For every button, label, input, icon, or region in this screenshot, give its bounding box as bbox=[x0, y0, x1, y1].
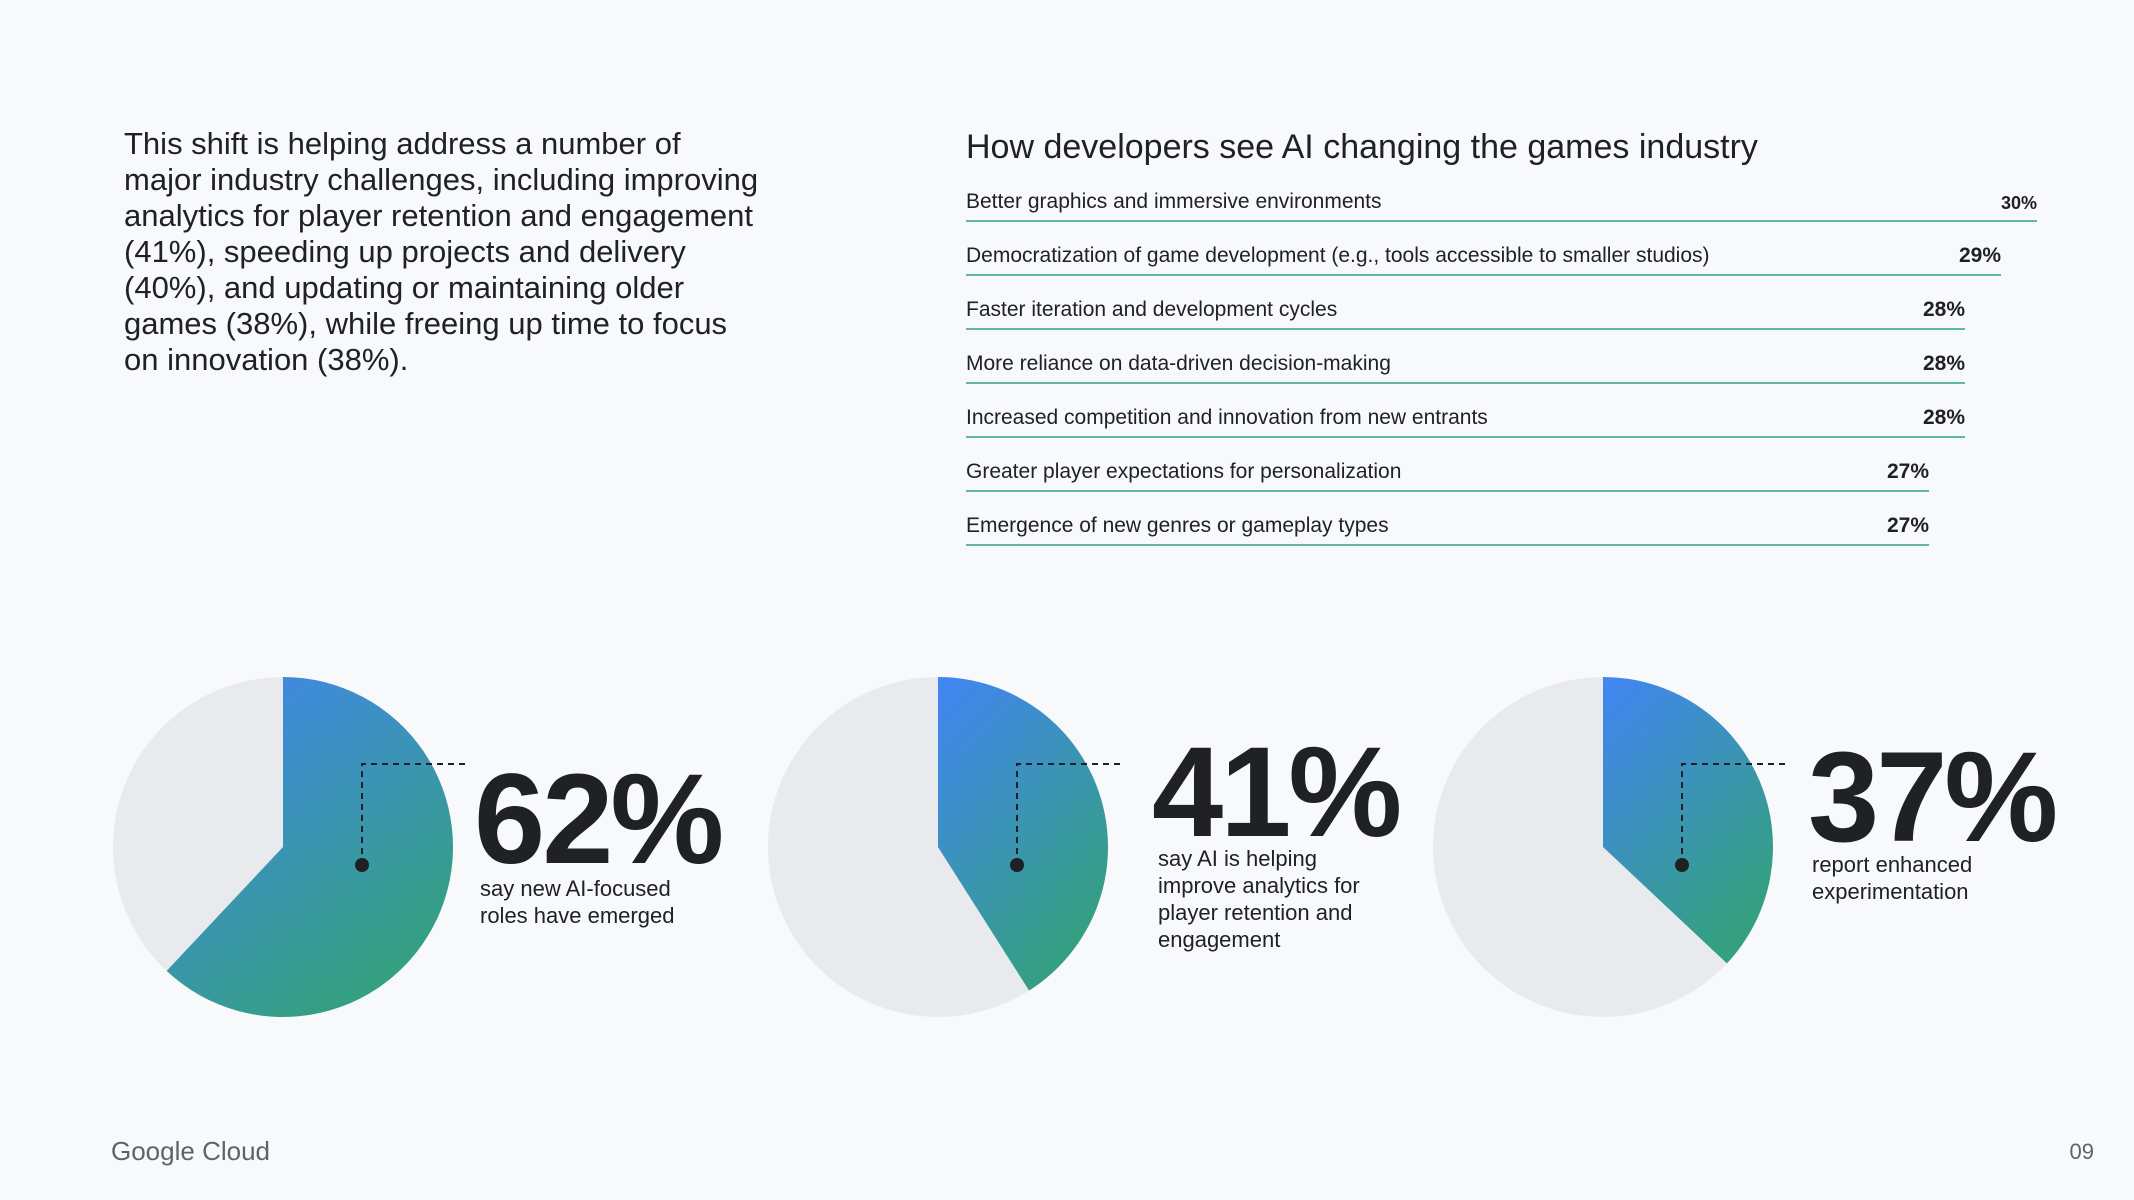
bar-row-value: 28% bbox=[1922, 352, 1965, 375]
bar-row-label: Increased competition and innovation fro… bbox=[966, 406, 1488, 429]
bar-row-value: 30% bbox=[2000, 193, 2037, 213]
pie-chart-analytics bbox=[768, 677, 1125, 1017]
bar-row-label: Democratization of game development (e.g… bbox=[966, 244, 1710, 267]
pie-leader-dot bbox=[1675, 858, 1689, 872]
bar-row: Emergence of new genres or gameplay type… bbox=[966, 514, 1929, 546]
stat-caption-experimentation: report enhanced experimentation bbox=[1812, 852, 1973, 904]
stat-caption-roles: say new AI-focused roles have emerged bbox=[480, 876, 675, 928]
bar-row: Better graphics and immersive environmen… bbox=[966, 190, 2037, 222]
pie-chart-experimentation bbox=[1433, 677, 1790, 1017]
bar-row: Faster iteration and development cycles 2… bbox=[966, 298, 1965, 330]
bar-row-label: More reliance on data-driven decision-ma… bbox=[966, 352, 1391, 375]
bar-row-label: Greater player expectations for personal… bbox=[966, 460, 1402, 483]
stat-caption-analytics: say AI is helping improve analytics for … bbox=[1158, 846, 1360, 952]
bar-row-label: Better graphics and immersive environmen… bbox=[966, 190, 1382, 213]
pie-leader-line bbox=[1016, 763, 1125, 865]
bar-row-value: 28% bbox=[1922, 406, 1965, 429]
pie-slice bbox=[938, 677, 1109, 991]
stat-value-experimentation: 37% bbox=[1808, 726, 2058, 869]
google-cloud-logo: Google Cloud bbox=[111, 1136, 270, 1166]
bar-row-value: 27% bbox=[1886, 460, 1929, 483]
bar-row-label: Emergence of new genres or gameplay type… bbox=[966, 514, 1389, 537]
page-number: 09 bbox=[2069, 1139, 2094, 1164]
stat-value-roles: 62% bbox=[474, 748, 724, 891]
bar-row-value: 27% bbox=[1886, 514, 1929, 537]
pie-slice bbox=[1603, 677, 1773, 964]
pie-slice bbox=[166, 677, 454, 1017]
bar-row-value: 29% bbox=[1958, 244, 2001, 267]
bar-row: Democratization of game development (e.g… bbox=[966, 244, 2001, 276]
bar-row-label: Faster iteration and development cycles bbox=[966, 298, 1338, 321]
pie-leader-dot bbox=[1010, 858, 1024, 872]
bar-chart-title: How developers see AI changing the games… bbox=[966, 128, 1758, 166]
bar-row: Increased competition and innovation fro… bbox=[966, 406, 1965, 438]
pie-chart-roles bbox=[113, 677, 470, 1017]
pie-leader-dot bbox=[355, 858, 369, 872]
pie-leader-line bbox=[1681, 763, 1790, 865]
bar-row-value: 28% bbox=[1922, 298, 1965, 321]
bar-row: More reliance on data-driven decision-ma… bbox=[966, 352, 1965, 384]
intro-text: This shift is helping address a number o… bbox=[124, 126, 759, 377]
stat-value-analytics: 41% bbox=[1152, 721, 1402, 864]
bar-row: Greater player expectations for personal… bbox=[966, 460, 1929, 492]
pie-leader-line bbox=[361, 763, 470, 865]
